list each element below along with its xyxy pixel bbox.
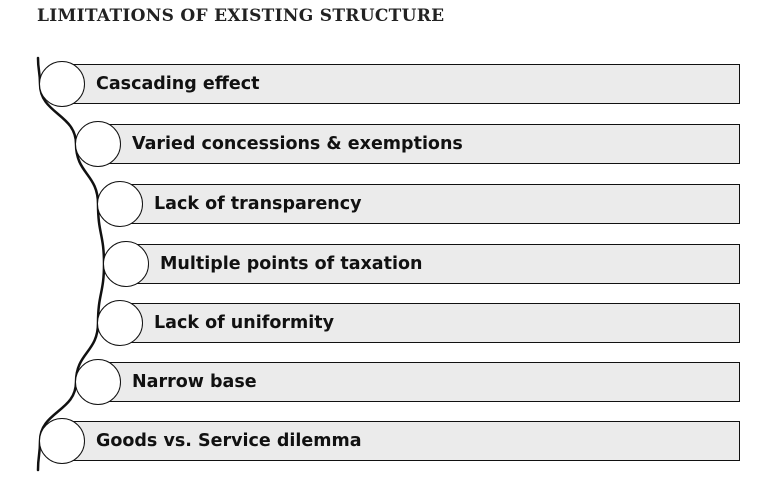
list-item: Cascading effect bbox=[62, 64, 740, 104]
circle-bullet-icon bbox=[103, 241, 149, 287]
list-item: Narrow base bbox=[98, 362, 740, 402]
list-item: Lack of transparency bbox=[120, 184, 740, 224]
circle-bullet-icon bbox=[75, 359, 121, 405]
list-item: Multiple points of taxation bbox=[126, 244, 740, 284]
list-item: Lack of uniformity bbox=[120, 303, 740, 343]
list-item-label: Lack of transparency bbox=[154, 194, 362, 214]
circle-bullet-icon bbox=[97, 300, 143, 346]
list-item-label: Cascading effect bbox=[96, 74, 260, 94]
list-item-label: Varied concessions & exemptions bbox=[132, 134, 463, 154]
circle-bullet-icon bbox=[75, 121, 121, 167]
list-item: Varied concessions & exemptions bbox=[98, 124, 740, 164]
list-item-label: Narrow base bbox=[132, 372, 257, 392]
circle-bullet-icon bbox=[97, 181, 143, 227]
list-item: Goods vs. Service dilemma bbox=[62, 421, 740, 461]
diagram-title: LIMITATIONS OF EXISTING STRUCTURE bbox=[37, 6, 445, 26]
list-item-label: Goods vs. Service dilemma bbox=[96, 431, 362, 451]
circle-bullet-icon bbox=[39, 418, 85, 464]
circle-bullet-icon bbox=[39, 61, 85, 107]
list-item-label: Lack of uniformity bbox=[154, 313, 334, 333]
list-item-label: Multiple points of taxation bbox=[160, 254, 423, 274]
